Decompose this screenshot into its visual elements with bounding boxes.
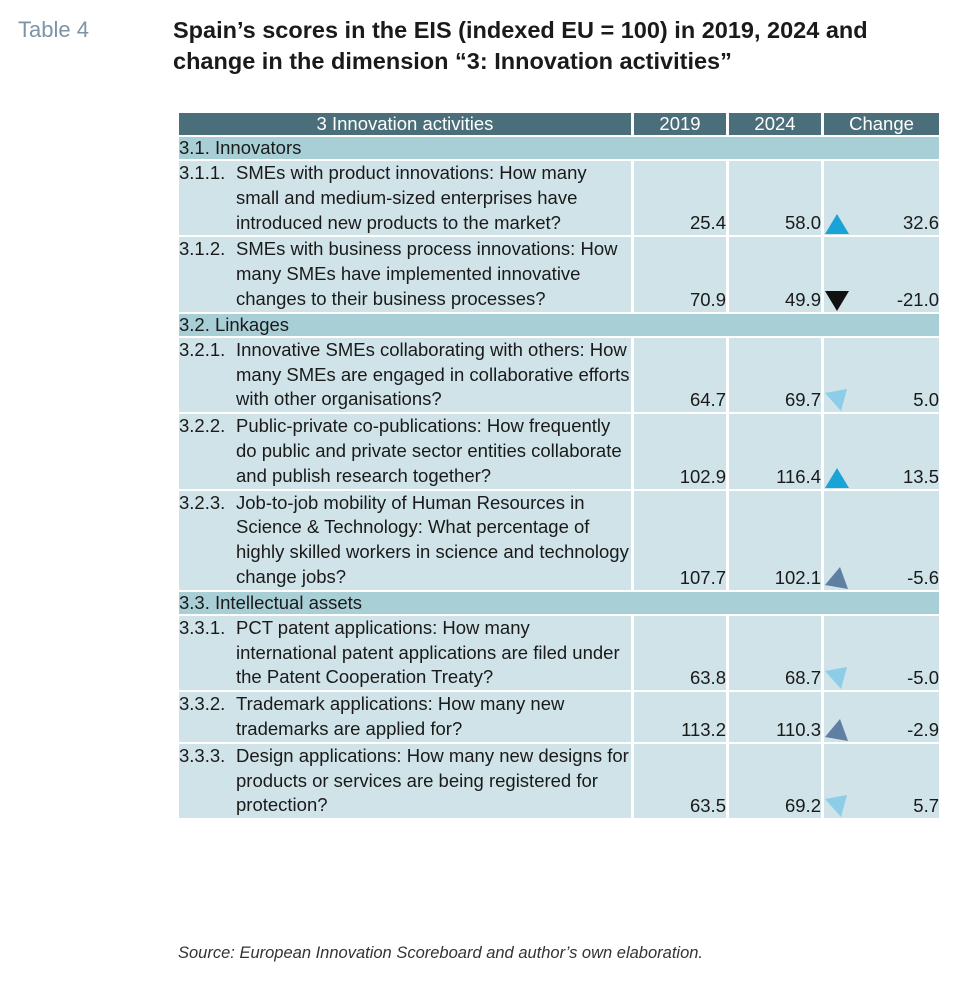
indicator-description: Public-private co-publications: How freq… <box>236 415 622 486</box>
indicator-cell: 3.2.3. Job-to-job mobility of Human Resou… <box>179 490 631 590</box>
indicator-description: Trademark applications: How many new tra… <box>236 693 565 739</box>
slight-down-arrow-icon <box>824 718 850 742</box>
value-2024: 102.1 <box>729 490 821 590</box>
table-row: 3.1.2. SMEs with business process innovat… <box>179 237 939 312</box>
value-2024: 58.0 <box>729 161 821 236</box>
change-cell: -5.6 <box>824 490 939 590</box>
indicator-description: PCT patent applications: How many intern… <box>236 616 620 688</box>
value-2019: 63.8 <box>634 615 726 691</box>
change-cell: 32.6 <box>824 161 939 236</box>
change-cell: -5.0 <box>824 615 939 691</box>
up-arrow-icon <box>824 211 850 235</box>
table-row: 3.2.2. Public-private co-publications: Ho… <box>179 414 939 489</box>
source-note: Source: European Innovation Scoreboard a… <box>178 944 704 962</box>
indicator-code: 3.3.1. <box>179 616 226 638</box>
value-2024: 69.2 <box>729 743 821 819</box>
value-2019: 70.9 <box>634 237 726 312</box>
header-2019: 2019 <box>634 113 726 135</box>
indicator-code: 3.2.2. <box>179 415 226 437</box>
change-value: 32.6 <box>902 212 939 234</box>
header-2024: 2024 <box>729 113 821 135</box>
indicator-cell: 3.3.1. PCT patent applications: How many … <box>179 615 631 691</box>
table-row: 3.3.3. Design applications: How many new … <box>179 743 939 819</box>
value-2024: 110.3 <box>729 692 821 742</box>
value-2019: 25.4 <box>634 161 726 236</box>
slight-down-arrow-icon <box>824 566 850 590</box>
eis-table: 3 Innovation activities 2019 2024 Change… <box>176 111 942 820</box>
slight-up-arrow-icon <box>824 388 850 412</box>
indicator-description: SMEs with business process innovations: … <box>236 238 618 309</box>
down-arrow-icon <box>824 288 850 312</box>
section-label: 3.2. Linkages <box>179 313 939 336</box>
change-value: -21.0 <box>896 288 939 310</box>
value-2019: 102.9 <box>634 414 726 489</box>
table-row: 3.1.1. SMEs with product innovations: How… <box>179 161 939 236</box>
indicator-cell: 3.1.1. SMEs with product innovations: How… <box>179 161 631 236</box>
value-2019: 63.5 <box>634 743 726 819</box>
section-row: 3.3. Intellectual assets <box>179 591 939 614</box>
change-value: -2.9 <box>907 718 939 740</box>
change-value: 5.0 <box>913 389 939 411</box>
indicator-cell: 3.3.2. Trademark applications: How many n… <box>179 692 631 742</box>
header-change: Change <box>824 113 939 135</box>
header-row: 3 Innovation activities 2019 2024 Change <box>179 113 939 135</box>
indicator-code: 3.1.2. <box>179 238 226 260</box>
indicator-code: 3.1.1. <box>179 162 226 183</box>
indicator-description: Job-to-job mobility of Human Resources i… <box>236 491 629 587</box>
change-cell: 5.0 <box>824 337 939 413</box>
indicator-cell: 3.3.3. Design applications: How many new … <box>179 743 631 819</box>
section-row: 3.2. Linkages <box>179 313 939 336</box>
change-cell: -21.0 <box>824 237 939 312</box>
table-body: 3.1. Innovators 3.1.1. SMEs with product i… <box>179 137 939 819</box>
table-row: 3.2.1. Innovative SMEs collaborating with… <box>179 337 939 413</box>
indicator-cell: 3.2.2. Public-private co-publications: Ho… <box>179 414 631 489</box>
change-value: -5.0 <box>907 667 939 689</box>
indicator-cell: 3.1.2. SMEs with business process innovat… <box>179 237 631 312</box>
indicator-code: 3.2.1. <box>179 338 226 360</box>
section-label: 3.1. Innovators <box>179 137 939 159</box>
indicator-cell: 3.2.1. Innovative SMEs collaborating with… <box>179 337 631 413</box>
up-arrow-icon <box>824 465 850 489</box>
indicator-description: Innovative SMEs collaborating with other… <box>236 338 630 410</box>
header-indicator: 3 Innovation activities <box>179 113 631 135</box>
indicator-code: 3.3.2. <box>179 693 226 715</box>
table-row: 3.2.3. Job-to-job mobility of Human Resou… <box>179 490 939 590</box>
indicator-description: Design applications: How many new design… <box>236 744 629 816</box>
change-cell: 5.7 <box>824 743 939 819</box>
table-title: Spain’s scores in the EIS (indexed EU = … <box>173 17 868 74</box>
indicator-code: 3.3.3. <box>179 744 226 766</box>
table-row: 3.3.1. PCT patent applications: How many … <box>179 615 939 691</box>
indicator-code: 3.2.3. <box>179 491 226 513</box>
value-2019: 64.7 <box>634 337 726 413</box>
change-value: 13.5 <box>902 465 939 487</box>
change-value: 5.7 <box>913 795 939 817</box>
table-row: 3.3.2. Trademark applications: How many n… <box>179 692 939 742</box>
slight-up-arrow-icon <box>824 666 850 690</box>
value-2024: 116.4 <box>729 414 821 489</box>
indicator-description: SMEs with product innovations: How many … <box>236 162 587 233</box>
change-cell: 13.5 <box>824 414 939 489</box>
change-value: -5.6 <box>907 566 939 588</box>
value-2019: 107.7 <box>634 490 726 590</box>
value-2024: 49.9 <box>729 237 821 312</box>
value-2019: 113.2 <box>634 692 726 742</box>
table-label: Table 4 <box>18 17 89 42</box>
value-2024: 69.7 <box>729 337 821 413</box>
section-label: 3.3. Intellectual assets <box>179 591 939 614</box>
section-row: 3.1. Innovators <box>179 137 939 159</box>
slight-up-arrow-icon <box>824 794 850 818</box>
value-2024: 68.7 <box>729 615 821 691</box>
change-cell: -2.9 <box>824 692 939 742</box>
